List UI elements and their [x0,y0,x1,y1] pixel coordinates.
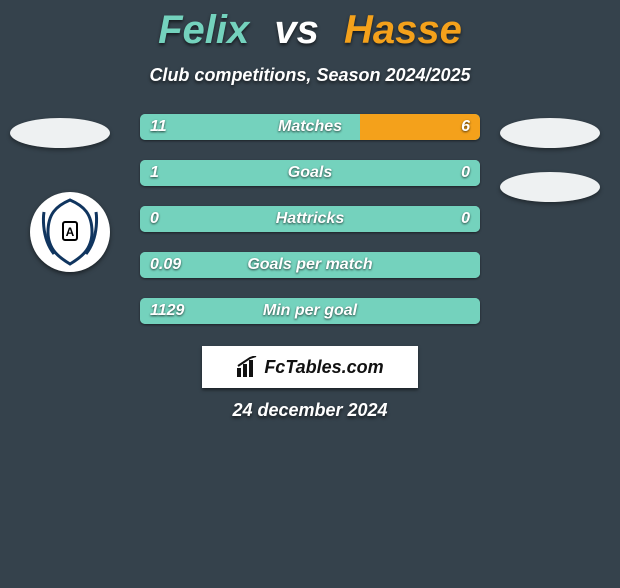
brand-badge[interactable]: FcTables.com [202,346,418,388]
stat-value-left: 1 [150,160,159,186]
svg-text:A: A [66,225,75,239]
stat-label: Hattricks [140,206,480,232]
stat-row: Goals1 0 [140,160,480,186]
stat-label: Matches [140,114,480,140]
stat-label: Min per goal [140,298,480,324]
stat-value-left: 1129 [150,298,184,324]
subtitle: Club competitions, Season 2024/2025 [0,65,620,86]
stat-row: Matches11 6 [140,114,480,140]
player-avatar-right-icon [500,118,600,148]
stat-value-left: 0 [150,206,159,232]
stat-value-right: 6 [461,114,470,140]
stat-rows: Matches116Goals10Hattricks00Goals per ma… [140,114,480,344]
club-badge-icon: A [30,192,110,272]
stat-value-right: 0 [461,160,470,186]
stat-value-left: 0.09 [150,252,181,278]
stat-value-right: 0 [461,206,470,232]
stat-row: Goals per match0.09 [140,252,480,278]
player-avatar-right2-icon [500,172,600,202]
club-badge-svg: A [30,192,110,272]
comparison-stage: A Matches116Goals10Hattricks00Goals per … [0,114,620,177]
stat-row: Min per goal1129 [140,298,480,324]
stat-value-left: 11 [150,114,167,140]
stat-row: Hattricks0 0 [140,206,480,232]
brand-text: FcTables.com [264,357,383,378]
title-vs: vs [274,8,319,52]
title-player2: Hasse [344,8,462,52]
stat-label: Goals per match [140,252,480,278]
player-avatar-left-icon [10,118,110,148]
brand-chart-icon [236,356,258,378]
stat-label: Goals [140,160,480,186]
snapshot-date: 24 december 2024 [0,400,620,421]
title-player1: Felix [158,8,249,52]
page-title: Felix vs Hasse [0,8,620,53]
